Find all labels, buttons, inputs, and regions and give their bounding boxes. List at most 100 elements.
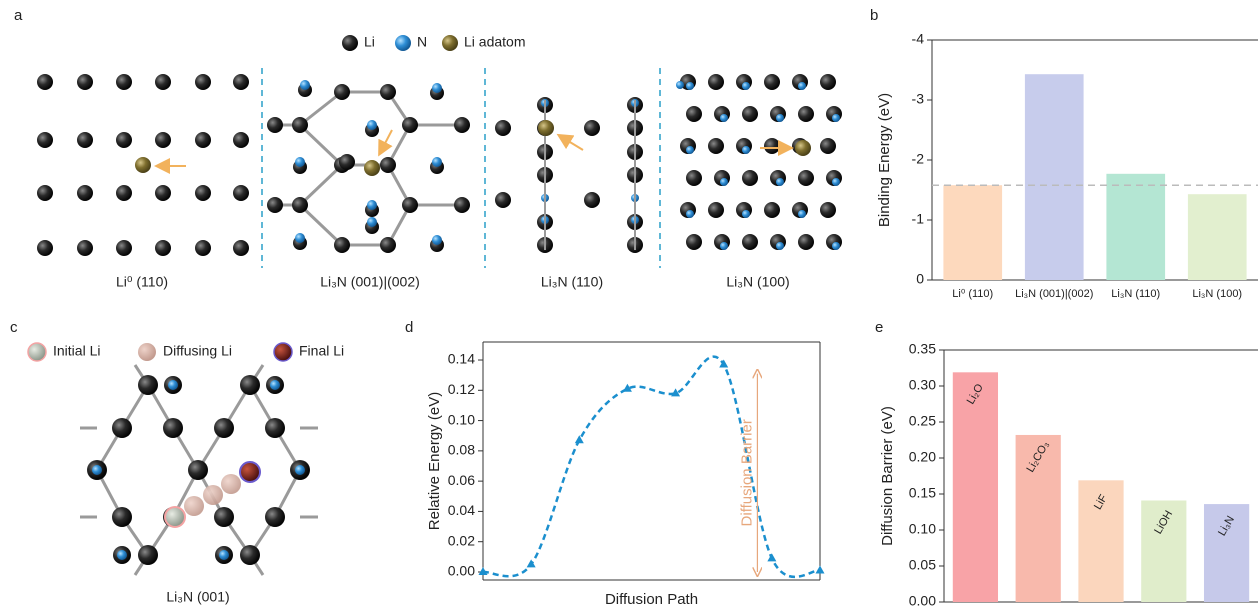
y-tick-label: 0.04	[448, 502, 475, 518]
atom	[195, 240, 211, 256]
atom	[168, 380, 178, 390]
atom	[267, 197, 283, 213]
atom	[233, 240, 249, 256]
caption: Li₃N (001)|(002)	[320, 274, 420, 290]
atom	[265, 507, 285, 527]
atom	[584, 120, 600, 136]
y-tick-label: 0.25	[909, 413, 936, 429]
legend-swatch	[138, 343, 156, 361]
atom	[37, 74, 53, 90]
panel-label: a	[14, 7, 23, 24]
atom	[380, 157, 396, 173]
panel-label: d	[405, 319, 413, 336]
atom	[495, 192, 511, 208]
bar	[943, 185, 1002, 280]
atom	[820, 138, 836, 154]
atom	[295, 233, 305, 243]
legend-text: Initial Li	[53, 343, 100, 359]
point-marker	[527, 559, 536, 567]
atom	[339, 154, 355, 170]
atom	[584, 192, 600, 208]
point-marker	[719, 360, 728, 368]
atom	[832, 114, 840, 122]
atom	[214, 418, 234, 438]
atom	[138, 545, 158, 565]
atom	[402, 197, 418, 213]
atom	[37, 185, 53, 201]
atom	[233, 132, 249, 148]
atom	[367, 217, 377, 227]
bar	[1106, 174, 1165, 280]
point-marker	[816, 565, 825, 573]
atom	[214, 507, 234, 527]
atom	[155, 74, 171, 90]
atom	[155, 132, 171, 148]
atom	[832, 178, 840, 186]
atom	[380, 84, 396, 100]
legend-text: Li	[364, 34, 375, 50]
atom	[820, 202, 836, 218]
atom	[163, 418, 183, 438]
atom	[195, 132, 211, 148]
y-tick-label: -1	[912, 211, 925, 227]
atom	[37, 132, 53, 148]
y-tick-label: 0.15	[909, 485, 936, 501]
atom	[116, 74, 132, 90]
atom	[116, 185, 132, 201]
atom	[135, 157, 151, 173]
y-tick-label: 0.08	[448, 442, 475, 458]
caption: Li⁰ (110)	[116, 274, 168, 290]
atom	[265, 418, 285, 438]
atom	[742, 170, 758, 186]
atom	[367, 120, 377, 130]
atom	[686, 170, 702, 186]
bar	[1025, 74, 1084, 280]
legend-text: Li adatom	[464, 34, 525, 50]
atom	[708, 138, 724, 154]
atom	[240, 375, 260, 395]
atom	[742, 146, 750, 154]
y-tick-label: 0	[916, 271, 924, 287]
y-tick-label: -3	[912, 91, 925, 107]
atom	[686, 234, 702, 250]
atom	[454, 117, 470, 133]
y-tick-label: 0.14	[448, 351, 475, 367]
legend-swatch	[28, 343, 46, 361]
atom	[240, 545, 260, 565]
atom	[117, 550, 127, 560]
y-tick-label: 0.35	[909, 341, 936, 357]
y-tick-label: 0.10	[909, 521, 936, 537]
point-marker	[767, 553, 776, 561]
atom	[184, 496, 204, 516]
atom	[832, 242, 840, 250]
atom	[334, 237, 350, 253]
bond	[300, 165, 342, 205]
atom	[367, 200, 377, 210]
y-tick-label: 0.10	[448, 411, 475, 427]
atom	[676, 81, 684, 89]
atom	[295, 157, 305, 167]
atom	[138, 375, 158, 395]
atom	[708, 74, 724, 90]
atom	[380, 237, 396, 253]
atom	[221, 474, 241, 494]
legend-text: Final Li	[299, 343, 344, 359]
atom	[708, 202, 724, 218]
atom	[402, 117, 418, 133]
y-axis-label: Diffusion Barrier (eV)	[879, 406, 896, 546]
panel-label: b	[870, 7, 878, 24]
atom	[233, 185, 249, 201]
atom	[240, 462, 260, 482]
atom	[776, 114, 784, 122]
x-tick-label: Li₃N (110)	[1111, 288, 1160, 300]
atom	[538, 120, 554, 136]
atom	[292, 197, 308, 213]
atom	[764, 74, 780, 90]
atom	[686, 146, 694, 154]
atom	[188, 460, 208, 480]
atom	[798, 82, 806, 90]
atom	[270, 380, 280, 390]
atom	[742, 82, 750, 90]
atom	[300, 80, 310, 90]
legend-text: N	[417, 34, 427, 50]
